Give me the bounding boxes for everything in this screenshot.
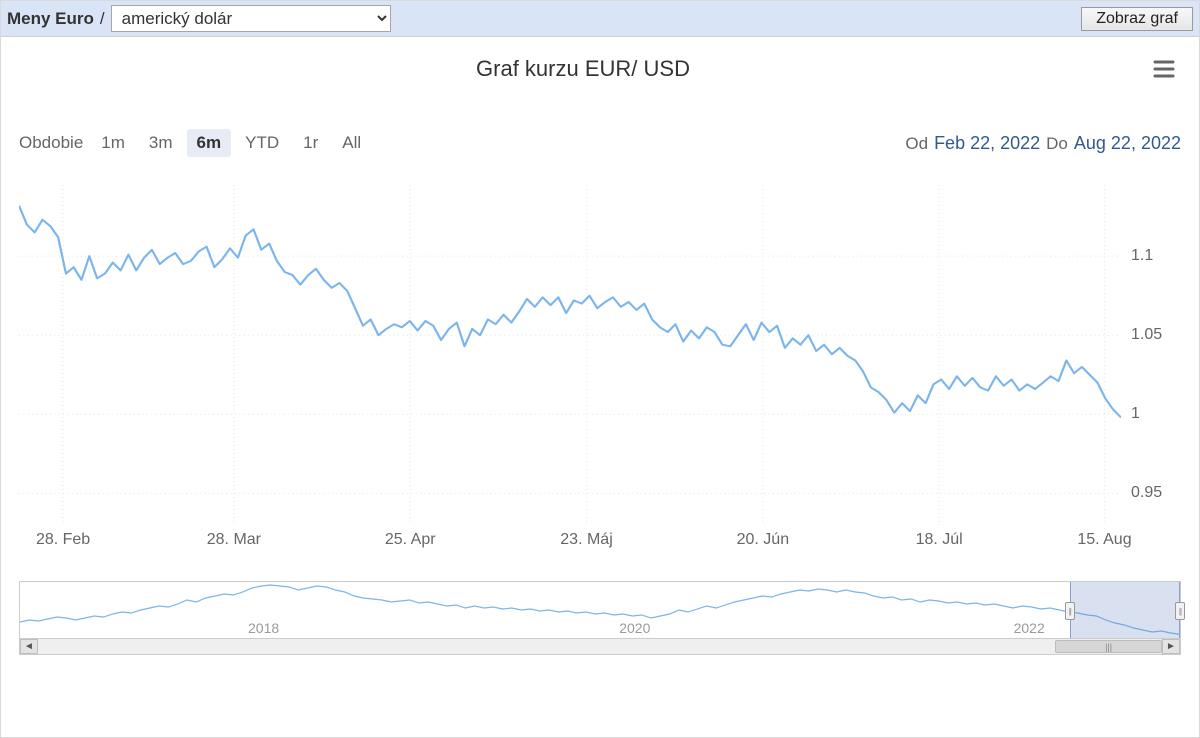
to-label: Do: [1046, 134, 1068, 154]
to-date[interactable]: Aug 22, 2022: [1074, 133, 1181, 154]
currency-select[interactable]: americký dolár: [111, 5, 391, 32]
range-6m[interactable]: 6m: [187, 129, 232, 157]
range-selector: Obdobie 1m3m6mYTD1rAll Od Feb 22, 2022 D…: [19, 129, 1181, 157]
x-tick-label: 23. Máj: [560, 531, 612, 549]
app-frame: Meny Euro / americký dolár Zobraz graf G…: [0, 0, 1200, 738]
x-tick-label: 18. Júl: [916, 531, 963, 549]
scroll-left-icon[interactable]: ◄: [20, 639, 38, 654]
chart-area: Graf kurzu EUR/ USD Obdobie 1m3m6mYTD1rA…: [1, 37, 1199, 737]
range-ytd[interactable]: YTD: [235, 129, 289, 157]
y-tick-label: 1.1: [1131, 247, 1153, 265]
scroll-track[interactable]: |||: [38, 639, 1162, 654]
navigator-handle-left[interactable]: ||: [1065, 602, 1075, 620]
main-plot[interactable]: 0.95 1 1.05 1.1 28. Feb 28. Mar 25. Apr 23. Má…: [19, 185, 1181, 555]
range-3m[interactable]: 3m: [139, 129, 183, 157]
scroll-right-icon[interactable]: ►: [1162, 639, 1180, 654]
y-tick-label: 1: [1131, 405, 1140, 423]
separator: /: [100, 9, 105, 29]
show-graph-button[interactable]: Zobraz graf: [1081, 7, 1193, 31]
range-1r[interactable]: 1r: [293, 129, 328, 157]
x-tick-label: 15. Aug: [1077, 531, 1131, 549]
from-date[interactable]: Feb 22, 2022: [934, 133, 1040, 154]
base-currency-label: Meny Euro: [7, 9, 94, 29]
x-tick-label: 28. Feb: [36, 531, 90, 549]
navigator-selection[interactable]: [1070, 582, 1180, 638]
range-1m[interactable]: 1m: [91, 129, 135, 157]
x-tick-label: 25. Apr: [385, 531, 436, 549]
navigator[interactable]: 201820202022 || || ◄ ||| ►: [19, 581, 1181, 655]
y-tick-label: 0.95: [1131, 484, 1162, 502]
chart-menu-icon[interactable]: [1147, 53, 1181, 85]
scroll-thumb[interactable]: |||: [1055, 640, 1162, 653]
chart-title: Graf kurzu EUR/ USD: [19, 56, 1147, 82]
toolbar: Meny Euro / americký dolár Zobraz graf: [1, 1, 1199, 37]
navigator-handle-right[interactable]: ||: [1175, 602, 1185, 620]
period-label: Obdobie: [19, 133, 83, 153]
x-tick-label: 20. Jún: [737, 531, 789, 549]
range-all[interactable]: All: [332, 129, 371, 157]
y-tick-label: 1.05: [1131, 326, 1162, 344]
from-label: Od: [905, 134, 928, 154]
x-tick-label: 28. Mar: [207, 531, 261, 549]
